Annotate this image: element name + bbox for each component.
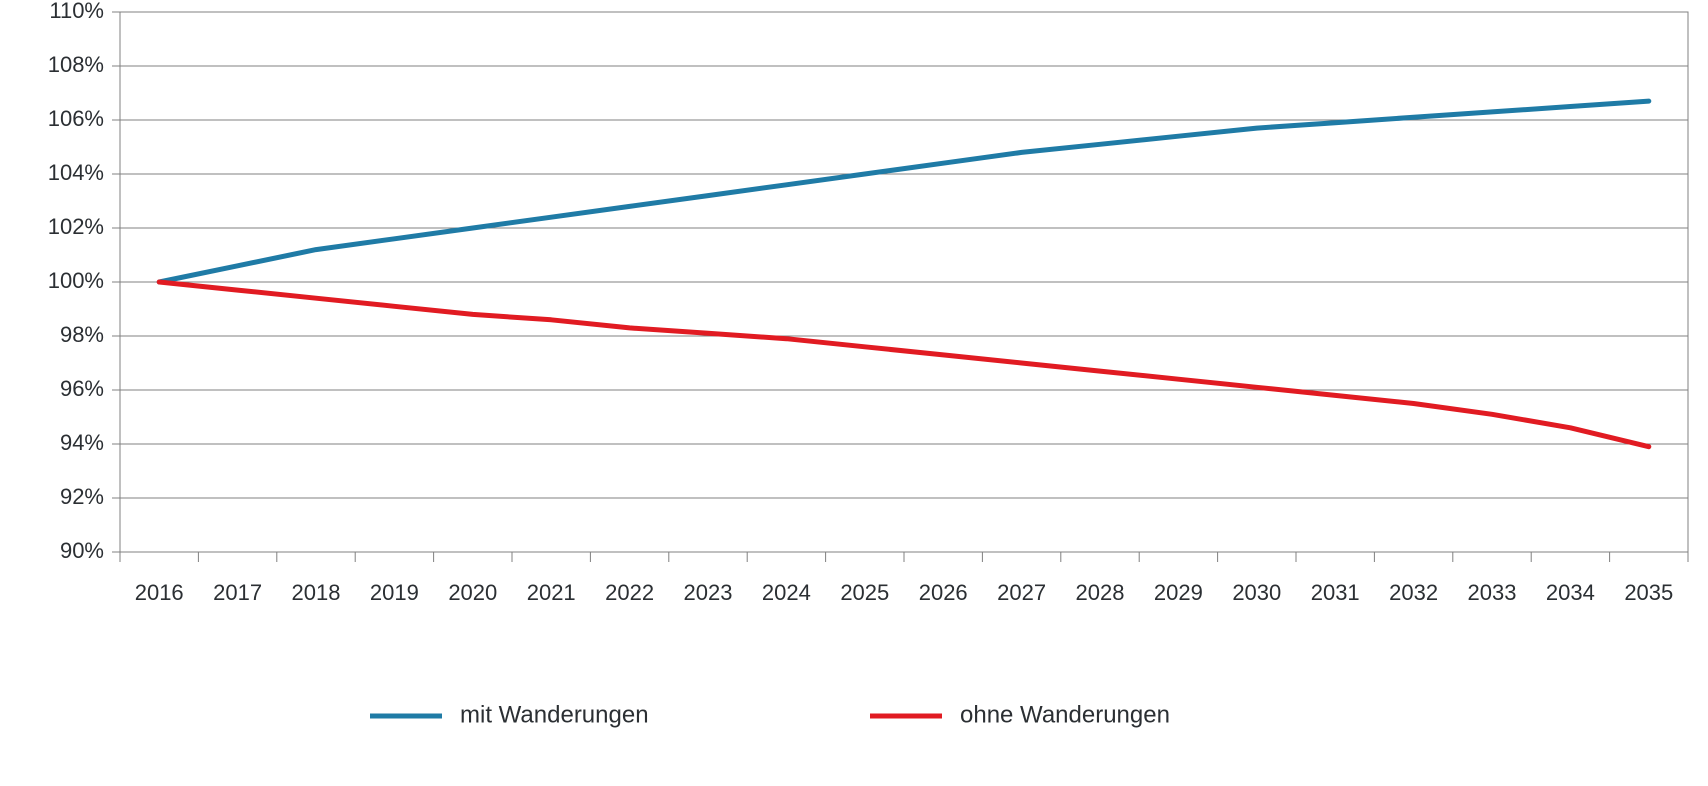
y-tick-label: 94% [60, 430, 104, 455]
chart-background [0, 0, 1708, 786]
x-tick-label: 2029 [1154, 580, 1203, 605]
line-chart: 90% 92% 94% 96% 98% 100% 102% 104% 106% 108% 110% 2… [0, 0, 1708, 786]
x-tick-label: 2022 [605, 580, 654, 605]
x-tick-label: 2035 [1624, 580, 1673, 605]
y-tick-label: 92% [60, 484, 104, 509]
x-tick-label: 2030 [1232, 580, 1281, 605]
x-tick-label: 2032 [1389, 580, 1438, 605]
y-tick-label: 110% [49, 0, 104, 23]
chart-svg: 90% 92% 94% 96% 98% 100% 102% 104% 106% 108% 110% 2… [0, 0, 1708, 786]
y-tick-label: 98% [60, 322, 104, 347]
y-tick-label: 106% [48, 106, 104, 131]
x-tick-label: 2023 [684, 580, 733, 605]
x-axis-ticks [120, 552, 1688, 562]
y-tick-label: 96% [60, 376, 104, 401]
x-tick-label: 2025 [840, 580, 889, 605]
x-tick-label: 2027 [997, 580, 1046, 605]
x-tick-label: 2031 [1311, 580, 1360, 605]
y-tick-label: 104% [48, 160, 104, 185]
legend-label-mit_wanderungen: mit Wanderungen [460, 701, 649, 728]
y-tick-label: 100% [48, 268, 104, 293]
x-tick-label: 2021 [527, 580, 576, 605]
x-tick-label: 2033 [1468, 580, 1517, 605]
x-tick-label: 2028 [1076, 580, 1125, 605]
x-tick-label: 2026 [919, 580, 968, 605]
x-tick-label: 2016 [135, 580, 184, 605]
x-tick-label: 2017 [213, 580, 262, 605]
y-tick-label: 108% [48, 52, 104, 77]
legend-label-ohne_wanderungen: ohne Wanderungen [960, 701, 1170, 728]
x-tick-label: 2024 [762, 580, 811, 605]
x-tick-label: 2018 [292, 580, 341, 605]
x-tick-label: 2019 [370, 580, 419, 605]
y-tick-label: 102% [48, 214, 104, 239]
x-tick-label: 2034 [1546, 580, 1595, 605]
y-tick-label: 90% [60, 538, 104, 563]
x-tick-label: 2020 [448, 580, 497, 605]
